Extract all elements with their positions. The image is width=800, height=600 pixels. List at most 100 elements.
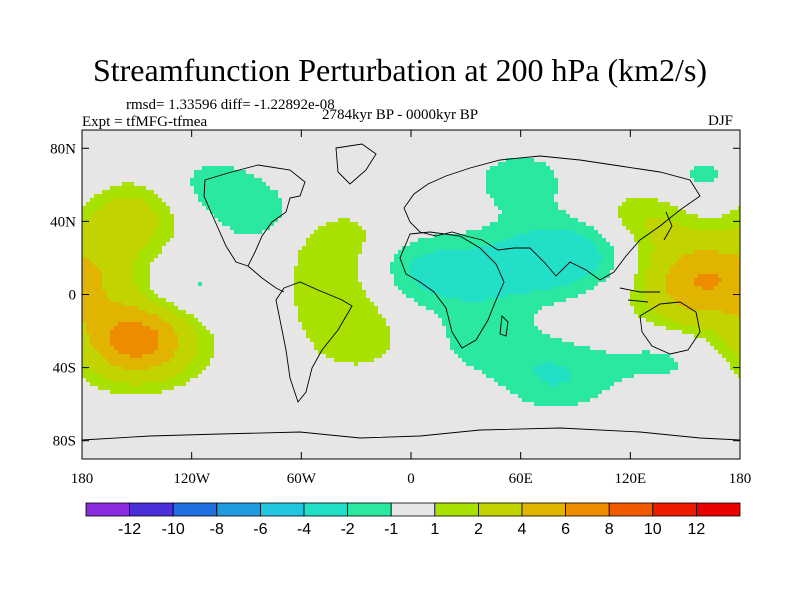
field-cell: [342, 278, 346, 282]
field-cell: [122, 374, 126, 378]
field-cell: [446, 294, 450, 298]
field-cell: [738, 230, 740, 234]
field-cell: [714, 258, 718, 262]
field-cell: [654, 282, 658, 286]
field-cell: [110, 350, 114, 354]
field-cell: [558, 398, 562, 402]
field-cell: [274, 206, 278, 210]
field-cell: [554, 262, 558, 266]
field-cell: [194, 362, 198, 366]
field-cell: [166, 238, 170, 242]
field-cell: [558, 362, 562, 366]
field-cell: [530, 326, 534, 330]
field-cell: [610, 378, 614, 382]
field-cell: [534, 266, 538, 270]
field-cell: [666, 326, 670, 330]
field-cell: [582, 378, 586, 382]
field-cell: [146, 266, 150, 270]
field-cell: [558, 254, 562, 258]
field-cell: [242, 170, 246, 174]
field-cell: [490, 174, 494, 178]
field-cell: [138, 250, 142, 254]
field-cell: [478, 234, 482, 238]
field-cell: [494, 190, 498, 194]
field-cell: [366, 322, 370, 326]
field-cell: [346, 278, 350, 282]
field-cell: [222, 202, 226, 206]
field-cell: [530, 282, 534, 286]
field-cell: [574, 258, 578, 262]
field-cell: [518, 222, 522, 226]
field-cell: [422, 266, 426, 270]
field-cell: [526, 326, 530, 330]
field-cell: [142, 386, 146, 390]
field-cell: [486, 346, 490, 350]
field-cell: [506, 330, 510, 334]
field-cell: [202, 326, 206, 330]
field-cell: [722, 354, 726, 358]
field-cell: [214, 194, 218, 198]
field-cell: [346, 338, 350, 342]
field-cell: [314, 298, 318, 302]
field-cell: [354, 286, 358, 290]
field-cell: [106, 382, 110, 386]
field-cell: [122, 242, 126, 246]
field-cell: [350, 222, 354, 226]
field-cell: [594, 362, 598, 366]
field-cell: [330, 282, 334, 286]
field-cell: [594, 254, 598, 258]
field-cell: [210, 206, 214, 210]
field-cell: [710, 266, 714, 270]
field-cell: [190, 370, 194, 374]
field-cell: [654, 314, 658, 318]
field-cell: [338, 258, 342, 262]
field-cell: [606, 362, 610, 366]
field-cell: [490, 298, 494, 302]
field-cell: [458, 266, 462, 270]
field-cell: [126, 238, 130, 242]
field-cell: [586, 354, 590, 358]
field-cell: [106, 358, 110, 362]
field-cell: [150, 306, 154, 310]
field-cell: [518, 318, 522, 322]
field-cell: [306, 274, 310, 278]
field-cell: [670, 242, 674, 246]
field-cell: [514, 230, 518, 234]
field-cell: [594, 378, 598, 382]
field-cell: [578, 278, 582, 282]
field-cell: [698, 270, 702, 274]
field-cell: [186, 358, 190, 362]
field-cell: [686, 294, 690, 298]
field-cell: [542, 342, 546, 346]
field-cell: [538, 334, 542, 338]
field-cell: [546, 190, 550, 194]
field-cell: [570, 294, 574, 298]
field-cell: [478, 354, 482, 358]
field-cell: [338, 222, 342, 226]
field-cell: [386, 346, 390, 350]
field-cell: [94, 218, 98, 222]
field-cell: [262, 190, 266, 194]
field-cell: [522, 326, 526, 330]
field-cell: [426, 238, 430, 242]
field-cell: [298, 250, 302, 254]
field-cell: [86, 370, 90, 374]
field-cell: [182, 350, 186, 354]
field-cell: [534, 170, 538, 174]
field-cell: [174, 310, 178, 314]
field-cell: [582, 278, 586, 282]
field-cell: [426, 254, 430, 258]
field-cell: [522, 306, 526, 310]
field-cell: [106, 290, 110, 294]
field-cell: [642, 242, 646, 246]
field-cell: [594, 374, 598, 378]
field-cell: [322, 278, 326, 282]
field-cell: [418, 262, 422, 266]
field-cell: [194, 190, 198, 194]
field-cell: [574, 286, 578, 290]
field-cell: [102, 298, 106, 302]
field-cell: [238, 186, 242, 190]
field-cell: [518, 350, 522, 354]
field-cell: [130, 334, 134, 338]
field-cell: [142, 226, 146, 230]
